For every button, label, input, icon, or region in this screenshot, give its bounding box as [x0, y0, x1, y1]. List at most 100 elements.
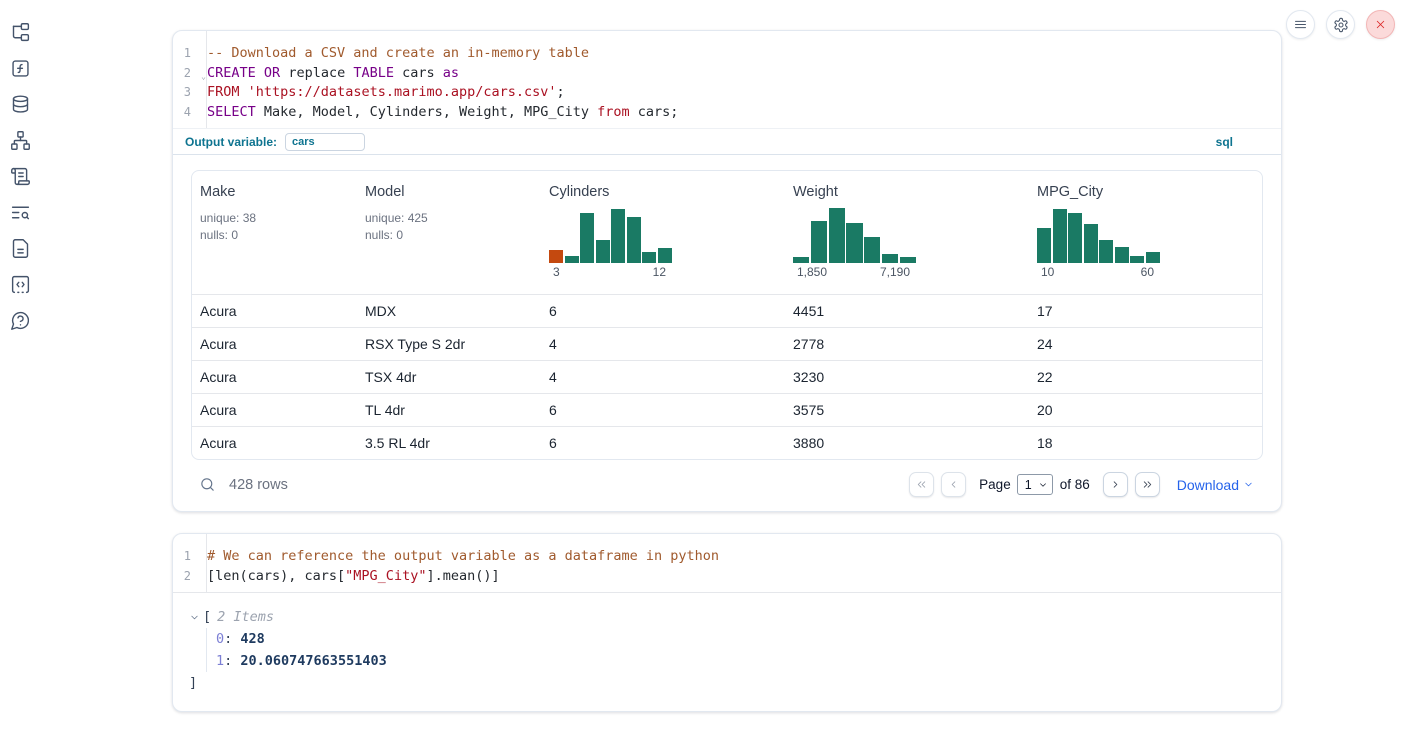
code-line: 1# We can reference the output variable … — [173, 547, 1281, 567]
table-cell: 2778 — [785, 336, 1029, 352]
chevron-down-icon — [1243, 479, 1254, 490]
tree-entry-key: 1 — [216, 653, 224, 669]
code-line: 2⌄CREATE OR replace TABLE cars as — [173, 64, 1281, 84]
menu-icon — [1293, 17, 1308, 32]
histogram-bar — [1130, 256, 1144, 263]
column-header[interactable]: Cylinders 3 12 — [541, 171, 785, 294]
first-page-button[interactable] — [909, 472, 934, 497]
tree-entry-value: 20.060747663551403 — [240, 653, 386, 669]
histogram-bar — [829, 208, 845, 263]
page-of-label: of 86 — [1060, 477, 1090, 492]
next-page-button[interactable] — [1103, 472, 1128, 497]
download-button[interactable]: Download — [1177, 477, 1254, 493]
table-cell: 6 — [541, 303, 785, 319]
scratchpad-icon[interactable] — [10, 166, 31, 187]
language-badge[interactable]: sql — [1216, 135, 1233, 149]
histogram-axis-labels: 3 12 — [549, 263, 672, 279]
chevrons-right-icon — [1141, 478, 1154, 491]
code-line-text: CREATE OR replace TABLE cars as — [199, 64, 459, 84]
column-name: Model — [365, 184, 533, 200]
histogram-axis-labels: 1060 — [1037, 263, 1160, 279]
column-name: MPG_City — [1037, 184, 1254, 200]
table-row[interactable]: AcuraTSX 4dr4323022 — [192, 360, 1262, 393]
table-cell: 17 — [1029, 303, 1262, 319]
page-select-value: 1 — [1025, 478, 1032, 492]
tree-entries: 0: 4281: 20.060747663551403 — [206, 628, 1281, 672]
last-page-button[interactable] — [1135, 472, 1160, 497]
sql-output: Makeunique: 38nulls: 0 Model unique: 425nu… — [173, 155, 1281, 501]
snippets-icon[interactable] — [10, 274, 31, 295]
column-header[interactable]: Weight1,8507,190 — [785, 171, 1029, 294]
dependency-graph-icon[interactable] — [10, 130, 31, 151]
python-code-editor[interactable]: 1# We can reference the output variable … — [173, 534, 1281, 592]
line-number: 1 — [173, 547, 199, 567]
histogram-bar — [846, 223, 862, 263]
table-row[interactable]: AcuraRSX Type S 2dr4277824 — [192, 327, 1262, 360]
table-row[interactable]: Acura3.5 RL 4dr6388018 — [192, 426, 1262, 459]
tree-entry-value: 428 — [240, 631, 264, 647]
table-cell: Acura — [192, 336, 357, 352]
column-stats: unique: 425nulls: 0 — [365, 210, 533, 243]
code-line: 1-- Download a CSV and create an in-memo… — [173, 44, 1281, 64]
settings-button[interactable] — [1326, 10, 1355, 39]
output-variable-bar: Output variable: sql — [173, 128, 1281, 155]
histogram-bar — [811, 221, 827, 263]
code-line-text: SELECT Make, Model, Cylinders, Weight, M… — [199, 103, 678, 123]
table-cell: 6 — [541, 402, 785, 418]
row-count-label: 428 rows — [229, 477, 288, 493]
histogram-bar — [565, 256, 579, 263]
tree-entry: 1: 20.060747663551403 — [216, 650, 1281, 672]
table-cell: 4 — [541, 336, 785, 352]
menu-button[interactable] — [1286, 10, 1315, 39]
documentation-icon[interactable] — [10, 238, 31, 259]
shutdown-button[interactable] — [1366, 10, 1395, 39]
line-number: 3 — [173, 83, 199, 103]
table-row[interactable]: AcuraMDX6445117 — [192, 294, 1262, 327]
tree-close-bracket: ] — [189, 672, 1281, 694]
histogram-bar — [882, 254, 898, 263]
column-header[interactable]: Makeunique: 38nulls: 0 — [192, 171, 357, 294]
function-icon[interactable] — [10, 58, 31, 79]
file-tree-icon[interactable] — [10, 22, 31, 43]
histogram-bar — [642, 252, 656, 263]
chevrons-left-icon — [915, 478, 928, 491]
table-cell: Acura — [192, 369, 357, 385]
histogram-min-label: 3 — [553, 265, 560, 279]
chevron-down-icon — [1038, 480, 1048, 490]
column-header[interactable]: MPG_City 1060 — [1029, 171, 1262, 294]
sql-code-editor[interactable]: 1-- Download a CSV and create an in-memo… — [173, 31, 1281, 128]
histogram-bar — [611, 209, 625, 263]
output-variable-input[interactable] — [285, 133, 365, 151]
histogram-bar — [658, 248, 672, 263]
column-stats: unique: 38nulls: 0 — [200, 210, 349, 243]
shutdown-x-icon — [1374, 18, 1387, 31]
logs-search-icon[interactable] — [10, 202, 31, 223]
code-line: 4SELECT Make, Model, Cylinders, Weight, … — [173, 103, 1281, 123]
prev-page-button[interactable] — [941, 472, 966, 497]
help-icon[interactable] — [10, 310, 31, 331]
column-histogram — [549, 206, 672, 263]
table-cell: 6 — [541, 435, 785, 451]
histogram-bar — [1099, 240, 1113, 263]
column-header[interactable]: Model unique: 425nulls: 0 — [357, 171, 541, 294]
histogram-min-label: 1,850 — [797, 265, 827, 279]
sidebar-panel-switcher — [10, 22, 31, 331]
table-header-row: Makeunique: 38nulls: 0 Model unique: 425nu… — [192, 171, 1262, 294]
histogram-max-label: 12 — [653, 265, 666, 279]
database-icon[interactable] — [10, 94, 31, 115]
page-select[interactable]: 1 — [1017, 474, 1053, 495]
table-cell: MDX — [357, 303, 541, 319]
histogram-bar — [1146, 252, 1160, 263]
tree-collapse-chevron-icon[interactable] — [189, 612, 200, 623]
table-cell: 3230 — [785, 369, 1029, 385]
fold-chevron-icon[interactable]: ⌄ — [201, 67, 206, 87]
column-name: Cylinders — [549, 184, 777, 200]
table-footer: 428 rows Page 1 of 86 — [191, 468, 1263, 501]
cars-data-table: Makeunique: 38nulls: 0 Model unique: 425nu… — [191, 170, 1263, 460]
column-histogram — [1037, 206, 1160, 263]
table-cell: 4451 — [785, 303, 1029, 319]
search-icon[interactable] — [199, 476, 216, 493]
table-row[interactable]: AcuraTL 4dr6357520 — [192, 393, 1262, 426]
table-cell: TSX 4dr — [357, 369, 541, 385]
list-output-tree: [ 2 Items 0: 4281: 20.060747663551403 ] — [173, 593, 1281, 694]
